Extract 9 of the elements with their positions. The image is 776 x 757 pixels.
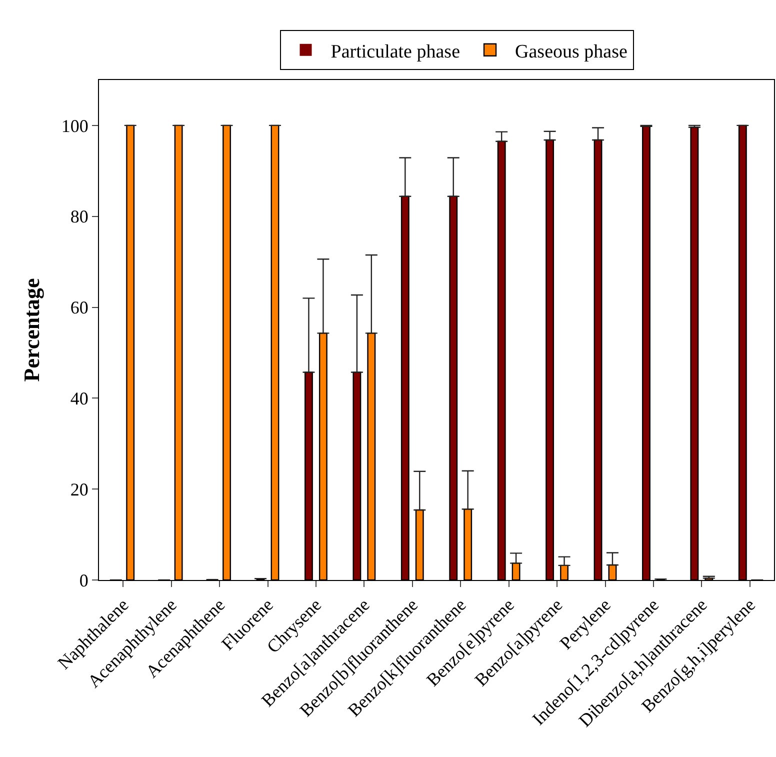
- legend-label: Gaseous phase: [515, 41, 628, 62]
- y-tick-label: 40: [70, 388, 88, 408]
- y-tick-label: 60: [70, 298, 88, 318]
- y-tick-label: 20: [70, 479, 88, 500]
- legend-label: Particulate phase: [330, 41, 460, 62]
- y-tick-label: 80: [70, 206, 88, 227]
- y-tick-label: 100: [61, 116, 88, 136]
- y-axis-title: Percentage: [19, 278, 44, 382]
- y-tick-label: 0: [79, 570, 88, 590]
